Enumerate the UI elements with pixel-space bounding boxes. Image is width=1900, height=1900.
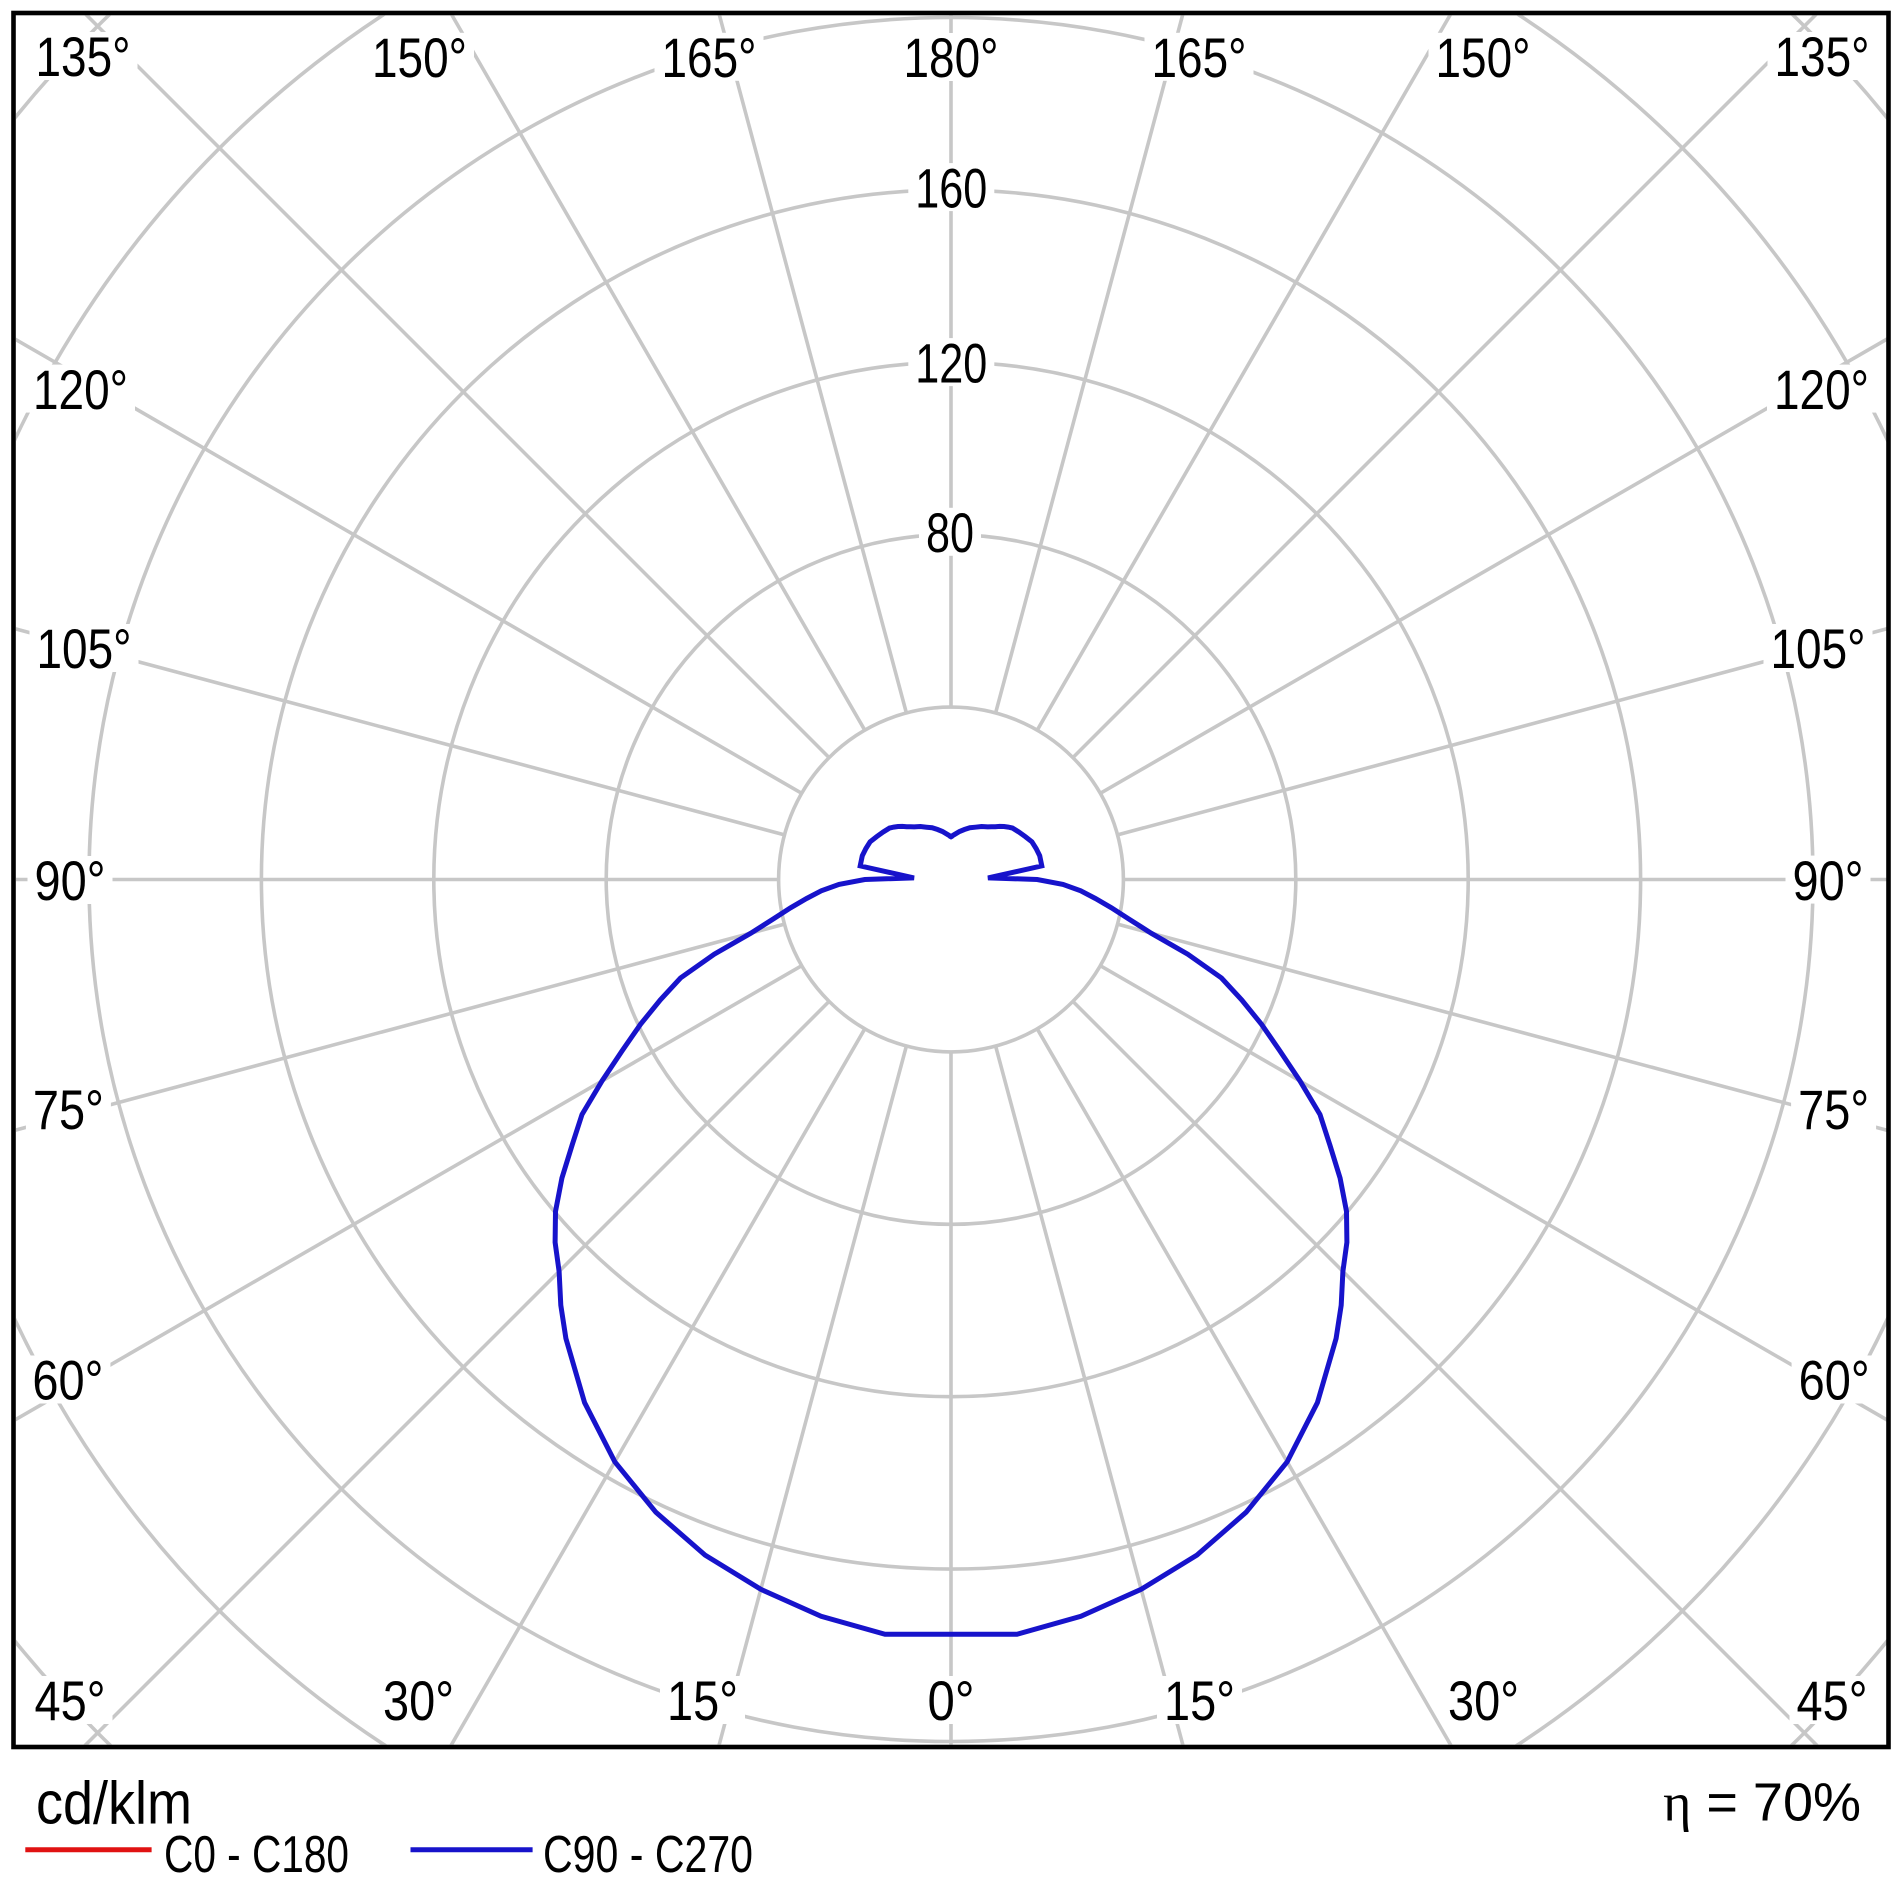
svg-text:60°: 60° bbox=[32, 1350, 103, 1412]
svg-text:30°: 30° bbox=[1448, 1670, 1519, 1732]
svg-text:cd/klm: cd/klm bbox=[36, 1770, 192, 1837]
svg-text:105°: 105° bbox=[37, 618, 132, 680]
svg-text:45°: 45° bbox=[1797, 1670, 1868, 1732]
svg-text:160: 160 bbox=[915, 157, 987, 219]
svg-text:120: 120 bbox=[915, 332, 987, 394]
svg-text:75°: 75° bbox=[1798, 1079, 1869, 1141]
svg-text:165°: 165° bbox=[1152, 27, 1247, 89]
svg-text:90°: 90° bbox=[1793, 850, 1864, 912]
svg-text:0°: 0° bbox=[928, 1670, 975, 1732]
svg-text:135°: 135° bbox=[1775, 26, 1870, 88]
svg-text:60°: 60° bbox=[1799, 1350, 1870, 1412]
svg-text:75°: 75° bbox=[33, 1079, 104, 1141]
svg-text:105°: 105° bbox=[1771, 618, 1866, 680]
svg-text:C0 - C180: C0 - C180 bbox=[164, 1826, 349, 1884]
svg-text:120°: 120° bbox=[1774, 359, 1869, 421]
svg-text:165°: 165° bbox=[662, 27, 757, 89]
svg-text:135°: 135° bbox=[36, 26, 131, 88]
svg-text:45°: 45° bbox=[35, 1670, 106, 1732]
svg-text:15°: 15° bbox=[1164, 1670, 1235, 1732]
svg-text:C90 - C270: C90 - C270 bbox=[543, 1826, 753, 1884]
svg-text:30°: 30° bbox=[383, 1670, 454, 1732]
svg-text:15°: 15° bbox=[667, 1670, 738, 1732]
svg-text:80: 80 bbox=[926, 502, 974, 564]
svg-text:η = 70%: η = 70% bbox=[1663, 1773, 1861, 1833]
svg-text:120°: 120° bbox=[33, 359, 128, 421]
svg-text:90°: 90° bbox=[35, 850, 106, 912]
svg-text:180°: 180° bbox=[904, 27, 999, 89]
svg-text:150°: 150° bbox=[372, 27, 467, 89]
svg-text:150°: 150° bbox=[1436, 27, 1531, 89]
